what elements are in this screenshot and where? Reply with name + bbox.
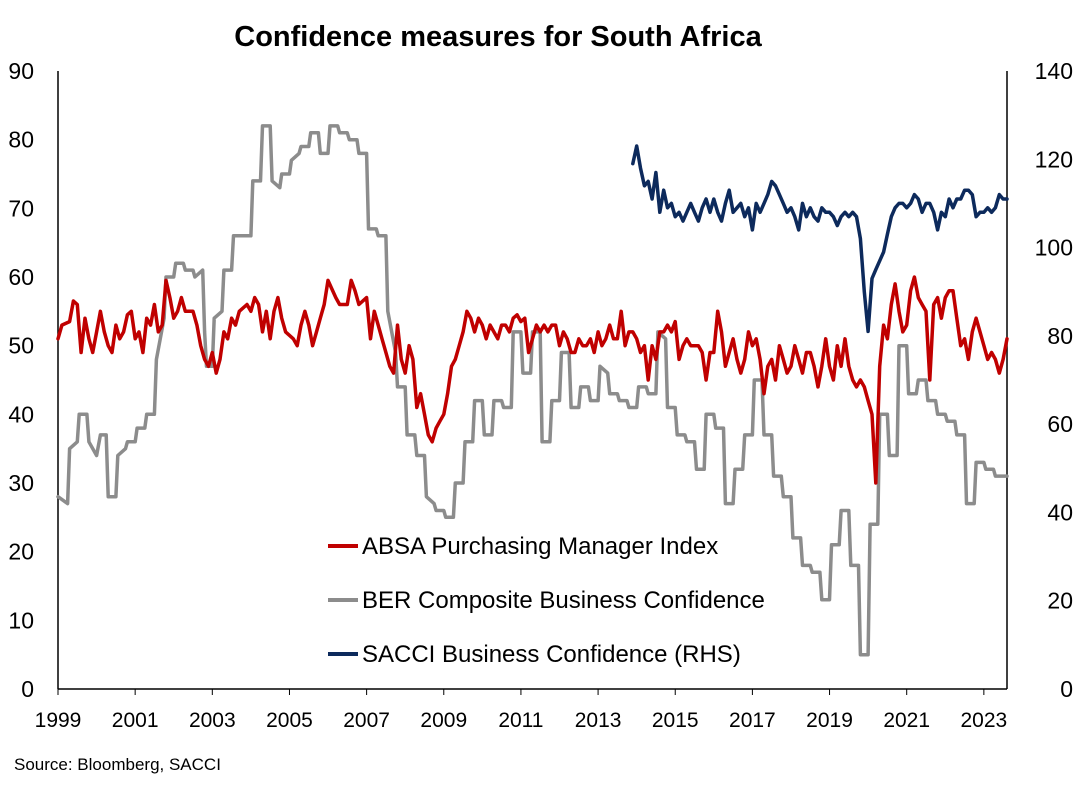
chart-title: Confidence measures for South Africa — [234, 21, 762, 53]
left-tick-label: 90 — [8, 58, 34, 84]
series-line-sacci-confidence — [631, 144, 1009, 334]
legend-item-absa: ABSA Purchasing Manager Index — [328, 533, 718, 560]
left-tick-label: 40 — [8, 401, 34, 427]
right-tick-label: 60 — [1047, 411, 1073, 437]
legend-label-sacci: SACCI Business Confidence (RHS) — [362, 641, 741, 668]
x-tick-label: 2003 — [189, 709, 236, 732]
left-tick-label: 60 — [8, 264, 34, 290]
right-tick-label: 40 — [1047, 499, 1073, 525]
source-note: Source: Bloomberg, SACCI — [14, 755, 221, 774]
legend-label-ber: BER Composite Business Confidence — [362, 587, 765, 614]
x-tick-label: 2021 — [883, 709, 930, 732]
series-line-ber-confidence — [56, 124, 1009, 657]
right-tick-label: 120 — [1035, 146, 1073, 172]
x-tick-label: 2011 — [498, 709, 543, 732]
legend-item-sacci: SACCI Business Confidence (RHS) — [328, 641, 741, 668]
plot-area — [57, 71, 1008, 690]
x-tick-label: 2017 — [729, 709, 776, 732]
legend-label-absa: ABSA Purchasing Manager Index — [362, 533, 718, 560]
legend-item-ber: BER Composite Business Confidence — [328, 587, 765, 614]
x-tick-label: 2023 — [960, 709, 1007, 732]
x-tick-label: 2019 — [806, 709, 853, 732]
left-tick-label: 30 — [8, 470, 34, 496]
left-tick-label: 50 — [8, 333, 34, 359]
right-tick-label: 20 — [1047, 588, 1073, 614]
right-axis-ticks: 0 20 40 60 80 100 120 140 — [1035, 58, 1073, 702]
right-tick-label: 100 — [1035, 235, 1073, 261]
left-tick-label: 20 — [8, 539, 34, 565]
x-tick-label: 2005 — [266, 709, 313, 732]
series-layer — [56, 124, 1009, 657]
right-tick-label: 0 — [1060, 676, 1073, 702]
x-tick-label: 2013 — [575, 709, 622, 732]
right-tick-label: 140 — [1035, 58, 1073, 84]
x-tick-label: 2007 — [343, 709, 390, 732]
left-tick-label: 0 — [21, 676, 34, 702]
x-tick-label: 2009 — [420, 709, 467, 732]
x-axis-ticks: 1999 2001 2003 2005 2007 2009 2011 2013 2015 2017… — [35, 689, 1007, 732]
right-tick-label: 80 — [1047, 323, 1073, 349]
left-tick-label: 10 — [8, 607, 34, 633]
left-tick-label: 70 — [8, 195, 34, 221]
x-tick-label: 2015 — [652, 709, 699, 732]
x-tick-label: 1999 — [35, 709, 82, 732]
left-axis-ticks: 0 10 20 30 40 50 60 70 80 90 — [8, 58, 34, 702]
legend: ABSA Purchasing Manager Index BER Compos… — [328, 533, 765, 668]
x-tick-label: 2001 — [112, 709, 159, 732]
series-line-absa-pmi — [56, 275, 1009, 485]
left-tick-label: 80 — [8, 127, 34, 153]
